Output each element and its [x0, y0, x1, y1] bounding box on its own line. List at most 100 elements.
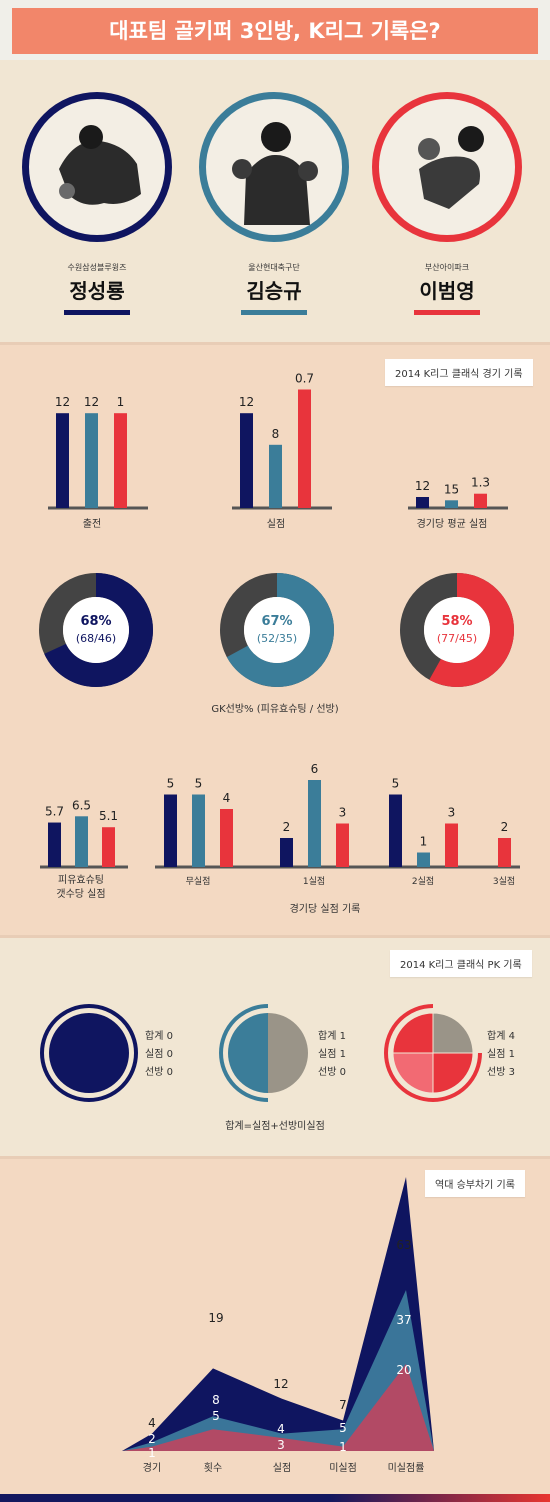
bar-value-label: 5 — [167, 777, 175, 791]
bar-value-label: 4 — [223, 791, 231, 805]
bar — [85, 413, 98, 508]
bar-value-label: 1.3 — [471, 476, 490, 490]
bar-value-label: 5.7 — [45, 805, 64, 819]
category-label: 3실점 — [493, 875, 515, 887]
pk-slice-saved — [432, 1052, 474, 1094]
keeper-photo-lee — [372, 92, 522, 242]
donut-pct: 68% — [80, 614, 111, 629]
area-series — [122, 1176, 434, 1451]
bar — [240, 413, 253, 508]
shootout-area-chart: 4 19 12 7 63 2 8 4 5 37 1 5 3 1 20 경기 횟수 실점 미실점 미실점률 — [122, 1176, 434, 1474]
category-label: 출전 — [83, 518, 101, 530]
bar — [445, 823, 458, 867]
pk-slice-saved — [392, 1012, 434, 1054]
bar-value-label: 15 — [444, 482, 459, 496]
bar-value-label: 5.1 — [99, 809, 118, 823]
save-donut-charts: 68% (68/46) 67% (52/35) 58% (77/45) — [39, 573, 514, 687]
bar-value-label: 2 — [283, 820, 291, 834]
donut-slice — [39, 573, 153, 687]
pk-stat-conceded: 실점 1 — [487, 1049, 515, 1060]
category-label: 경기 — [143, 1461, 161, 1474]
keeper-photo-kim — [199, 92, 349, 242]
bar — [269, 444, 282, 508]
area-value-label: 12 — [273, 1377, 288, 1391]
donut-hole — [244, 597, 310, 663]
category-label: 경기당 평균 실점 — [417, 517, 488, 530]
pk-pies — [40, 1004, 482, 1102]
category-label: 갯수당 실점 — [56, 888, 105, 900]
pk-stats-jung: 합계 0 실점 0 선방 0 — [145, 1028, 173, 1082]
category-label: 피유효슈팅 — [58, 874, 104, 886]
bar — [220, 809, 233, 867]
keeper-name: 이범영 — [419, 279, 475, 303]
bar — [336, 823, 349, 867]
pk-pie — [49, 1013, 129, 1093]
pk-ring — [40, 1004, 138, 1102]
category-label: 1실점 — [303, 875, 325, 887]
keeper-silhouette-icon — [418, 126, 484, 209]
footer-strip — [0, 1494, 550, 1502]
area-value-label: 1 — [339, 1440, 347, 1454]
area-value-label: 7 — [339, 1398, 347, 1412]
category-label: 횟수 — [204, 1462, 222, 1474]
area-value-label: 1 — [148, 1446, 156, 1460]
pk-charts — [40, 1004, 482, 1102]
keeper-name: 정성룡 — [69, 279, 125, 303]
bar — [164, 794, 177, 867]
bar — [280, 838, 293, 867]
bar — [308, 780, 321, 867]
donut-hole — [424, 597, 490, 663]
area-value-label: 5 — [212, 1409, 220, 1423]
bar-value-label: 5 — [392, 777, 400, 791]
keeper-silhouette-icon — [59, 125, 141, 205]
bar-value-label: 1 — [117, 395, 125, 409]
donut-hole — [63, 597, 129, 663]
pk-stat-saved: 선방 3 — [487, 1067, 515, 1078]
donut-ratio: (52/35) — [257, 632, 297, 645]
gk-caption: GK선방% (피유효슈팅 / 선방) — [211, 704, 339, 715]
donut-ratio: (77/45) — [437, 632, 477, 645]
keeper-team: 수원삼성블루윙즈 — [67, 263, 127, 272]
pk-tag: 2014 K리그 클래식 PK 기록 — [390, 950, 532, 977]
bar — [114, 413, 127, 508]
pk-ring — [219, 1004, 269, 1102]
area-value-label: 3 — [277, 1438, 285, 1452]
category-label: 미실점률 — [388, 1462, 425, 1474]
bar-value-label: 8 — [272, 427, 280, 441]
pk-stats-lee: 합계 4 실점 1 선방 3 — [487, 1028, 515, 1082]
bar-value-label: 12 — [415, 479, 430, 493]
bar — [102, 827, 115, 867]
area-value-label: 19 — [208, 1311, 223, 1325]
bar-value-label: 12 — [84, 395, 99, 409]
keeper-color-bar — [64, 310, 130, 315]
category-label: 실점 — [273, 1462, 291, 1474]
bar-value-label: 2 — [501, 820, 509, 834]
bar-value-label: 0.7 — [295, 372, 314, 386]
bar — [445, 500, 458, 508]
category-label: 실점 — [267, 518, 285, 530]
shootout-tag: 역대 승부차기 기록 — [425, 1170, 525, 1197]
area-value-label: 4 — [148, 1416, 156, 1430]
bar-value-label: 12 — [239, 395, 254, 409]
divider — [0, 342, 550, 345]
pk-stat-conceded: 실점 0 — [145, 1049, 173, 1060]
season-tag: 2014 K리그 클래식 경기 기록 — [385, 359, 533, 386]
area-value-label: 4 — [277, 1422, 285, 1436]
bar — [56, 413, 69, 508]
per-game-caption: 경기당 실점 기록 — [289, 904, 361, 915]
keeper-color-bar — [414, 310, 480, 315]
bar — [417, 852, 430, 867]
per-game-concede-chart: 5 5 4 무실점 2 6 3 1실점 5 1 3 2실점 2 3실점 — [155, 762, 520, 887]
keeper-team: 부산아이파크 — [424, 263, 470, 272]
bar-value-label: 5 — [195, 777, 203, 791]
season-bar-chart: 12 12 1 출전 12 8 0.7 실점 12 15 1.3 경기당 평균 실점 — [48, 372, 508, 530]
pk-stat-total: 합계 4 — [487, 1031, 515, 1042]
area-series — [122, 1290, 434, 1451]
bar-value-label: 6 — [311, 762, 319, 776]
pk-slice-conceded — [432, 1012, 474, 1054]
divider — [0, 1156, 550, 1159]
area-series — [122, 1364, 434, 1451]
bar — [298, 389, 311, 508]
category-label: 무실점 — [186, 875, 211, 887]
